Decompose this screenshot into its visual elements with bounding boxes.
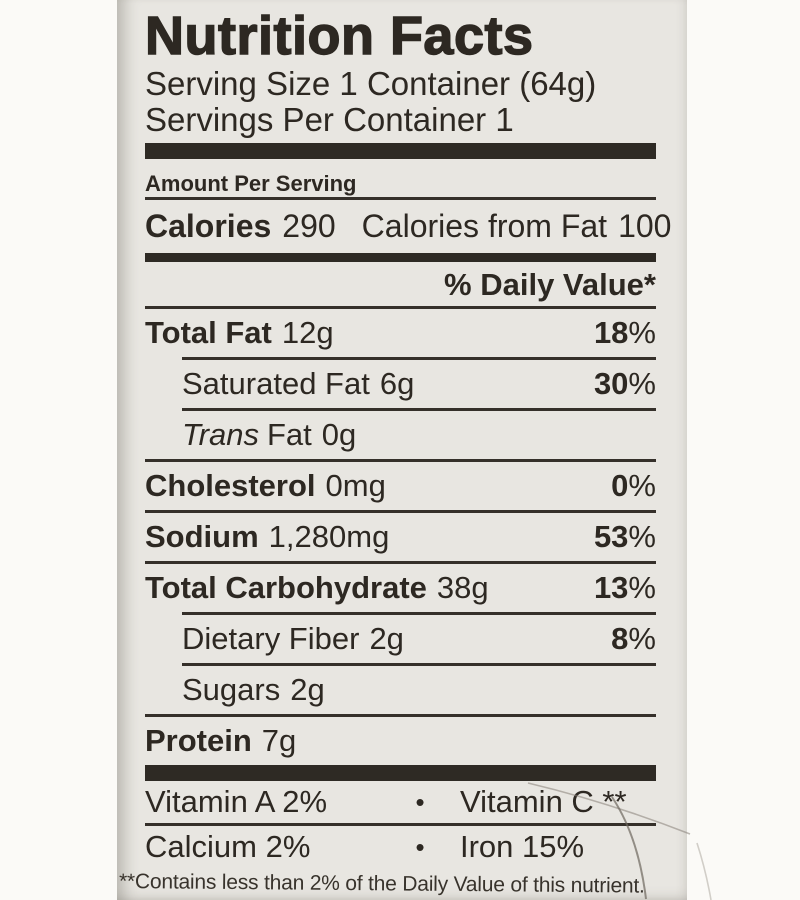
- calories-from-fat-value: 100: [618, 208, 672, 244]
- nutrient-row-cholesterol: Cholesterol 0mg 0%: [145, 462, 656, 510]
- divider-rule: [145, 510, 656, 513]
- calories-value: 290: [282, 208, 336, 244]
- nutrient-row-dietary-fiber: Dietary Fiber 2g 8%: [145, 615, 656, 663]
- nutrient-name: Total Fat: [145, 315, 272, 350]
- divider-rule: [145, 197, 656, 200]
- nutrient-row-total-carbohydrate: Total Carbohydrate 38g 13%: [145, 564, 656, 612]
- nutrient-amount: 7g: [261, 723, 297, 758]
- nutrient-name: Cholesterol: [145, 468, 316, 503]
- serving-size-line: Serving Size 1 Container (64g): [145, 65, 597, 102]
- divider-rule: [182, 408, 656, 411]
- calories-label: Calories: [145, 208, 272, 244]
- amount-per-serving-label: Amount Per Serving: [145, 171, 357, 196]
- daily-value: 0%: [611, 468, 656, 503]
- bullet-separator: •: [415, 831, 425, 862]
- nutrient-name: Total Carbohydrate: [145, 570, 427, 605]
- nutrient-row-sugars: Sugars 2g: [145, 666, 656, 714]
- calories-row: Calories 290 Calories from Fat 100: [145, 200, 671, 253]
- calcium-value: Calcium 2%: [145, 829, 311, 864]
- nutrient-name-italic: Trans: [182, 417, 259, 452]
- nutrient-name: Protein: [145, 723, 252, 758]
- nutrient-amount: 6g: [379, 366, 415, 401]
- divider-rule: [145, 714, 656, 717]
- divider-rule: [182, 612, 656, 615]
- vitamin-row-1: Vitamin A 2% • Vitamin C **: [145, 781, 656, 823]
- nutrient-amount: 12g: [281, 315, 334, 350]
- vitamin-row-2: Calcium 2% • Iron 15%: [145, 826, 656, 868]
- daily-value: 30%: [593, 366, 656, 401]
- vitamin-c-value: Vitamin C **: [460, 784, 627, 819]
- daily-value: 18%: [593, 315, 656, 350]
- iron-value: Iron 15%: [460, 829, 585, 864]
- thick-divider-bar: [145, 765, 656, 781]
- nutrient-amount: 2g: [290, 672, 325, 707]
- daily-value-header: % Daily Value*: [444, 267, 656, 302]
- vitamin-a-value: Vitamin A 2%: [145, 784, 328, 819]
- nutrient-row-trans-fat: Trans Fat 0g: [145, 411, 656, 459]
- nutrient-amount: 2g: [369, 621, 404, 656]
- divider-rule: [182, 663, 656, 666]
- panel-content: Nutrition Facts Serving Size 1 Container…: [119, 0, 672, 897]
- daily-value-footnote: **Contains less than 2% of the Daily Val…: [118, 870, 645, 898]
- medium-divider-bar: [145, 253, 656, 262]
- nutrition-facts-panel: Nutrition Facts Serving Size 1 Container…: [117, 0, 687, 900]
- nutrient-name: Saturated Fat: [182, 366, 370, 401]
- panel-title: Nutrition Facts: [144, 5, 534, 66]
- nutrient-row-total-fat: Total Fat 12g 18%: [145, 309, 656, 357]
- nutrient-row-protein: Protein 7g: [145, 717, 656, 765]
- nutrient-name: Sugars: [182, 672, 281, 707]
- calories-from-fat-label: Calories from Fat: [361, 208, 608, 244]
- nutrient-amount: 0mg: [325, 468, 386, 503]
- nutrient-row-sodium: Sodium 1,280mg 53%: [145, 513, 656, 561]
- divider-rule: [145, 306, 656, 309]
- divider-rule: [182, 357, 656, 360]
- divider-rule: [145, 561, 656, 564]
- nutrient-amount: 1,280mg: [268, 519, 390, 554]
- thick-divider-bar: [145, 143, 656, 159]
- nutrient-name: Fat: [266, 417, 312, 452]
- nutrient-name: Dietary Fiber: [182, 621, 360, 656]
- daily-value: 8%: [611, 621, 656, 656]
- divider-rule: [145, 459, 656, 462]
- nutrient-name: Sodium: [145, 519, 259, 554]
- divider-rule: [145, 823, 656, 826]
- daily-value: 53%: [593, 519, 656, 554]
- servings-per-container-line: Servings Per Container 1: [145, 101, 514, 138]
- bullet-separator: •: [415, 786, 425, 817]
- nutrient-amount: 38g: [436, 570, 489, 605]
- nutrient-amount: 0g: [321, 417, 357, 452]
- nutrient-row-saturated-fat: Saturated Fat 6g 30%: [145, 360, 656, 408]
- daily-value: 13%: [593, 570, 656, 605]
